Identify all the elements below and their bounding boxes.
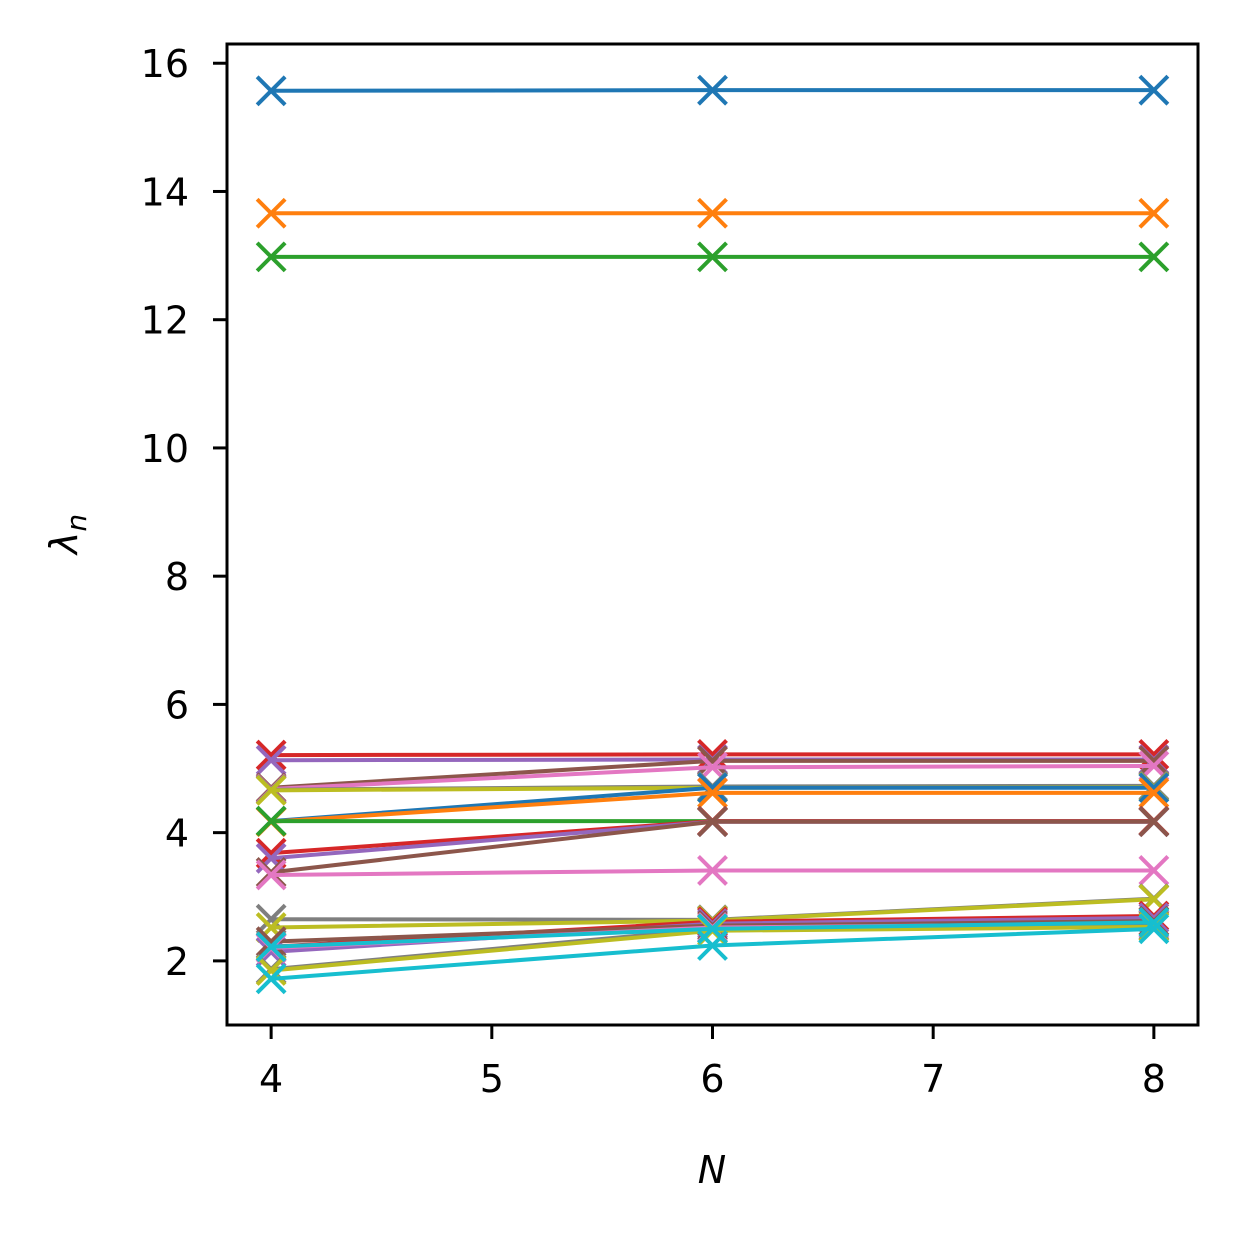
data-point-marker xyxy=(1138,74,1170,106)
data-point-marker xyxy=(1138,855,1170,886)
y-axis-label: λn xyxy=(42,514,93,556)
y-tick-label: 6 xyxy=(165,683,189,727)
data-point-marker xyxy=(1138,777,1170,809)
data-point-marker xyxy=(697,241,728,273)
data-point-marker xyxy=(255,963,287,995)
y-tick-label: 16 xyxy=(141,42,189,86)
data-point-marker xyxy=(697,777,728,809)
data-point-marker xyxy=(1138,739,1170,770)
series-1 xyxy=(255,74,1170,107)
data-point-marker xyxy=(1138,906,1170,938)
y-tick-label: 10 xyxy=(141,427,189,471)
data-point-marker xyxy=(697,74,728,106)
data-point-marker xyxy=(697,197,728,229)
series-line xyxy=(270,819,1154,861)
y-axis: 2 4 6 8 10 12 14 16 xyxy=(141,42,227,984)
data-point-marker xyxy=(697,745,728,777)
y-tick-label: 4 xyxy=(165,812,189,856)
data-point-marker xyxy=(1138,745,1170,777)
data-point-marker xyxy=(255,744,287,776)
y-tick-label: 8 xyxy=(165,555,189,599)
series-14 xyxy=(255,806,1170,874)
data-point-marker xyxy=(255,859,287,891)
y-tick-label: 2 xyxy=(165,940,189,984)
data-point-marker xyxy=(1138,913,1170,945)
series-3 xyxy=(255,241,1170,273)
series-26 xyxy=(255,913,1170,995)
data-point-marker xyxy=(255,739,287,771)
data-point-marker xyxy=(1138,241,1170,273)
x-tick-label: 8 xyxy=(1142,1057,1166,1101)
x-tick-label: 7 xyxy=(921,1057,945,1101)
x-axis-label: N xyxy=(698,1148,726,1192)
series-16 xyxy=(255,855,1170,891)
plot-frame xyxy=(225,42,1200,1027)
series-2 xyxy=(255,197,1170,229)
data-point-marker xyxy=(255,75,287,107)
series-layer xyxy=(255,74,1170,995)
data-point-marker xyxy=(697,930,728,961)
series-line xyxy=(271,790,1154,824)
data-point-marker xyxy=(255,926,287,958)
y-tick-label: 14 xyxy=(141,170,189,214)
y-axis-label-subscript: n xyxy=(60,514,93,532)
data-point-marker xyxy=(1138,197,1170,229)
data-point-marker xyxy=(255,931,287,963)
y-axis-label-main: λ xyxy=(42,532,86,557)
y-tick-label: 12 xyxy=(141,299,189,343)
x-tick-label: 5 xyxy=(480,1057,504,1101)
data-point-marker xyxy=(1138,772,1170,804)
x-tick-label: 6 xyxy=(700,1057,724,1101)
data-point-marker xyxy=(697,739,728,770)
series-4 xyxy=(255,739,1170,771)
data-point-marker xyxy=(697,772,728,804)
x-axis: 4 5 6 7 8 xyxy=(259,1025,1166,1101)
data-point-marker xyxy=(1138,806,1170,838)
data-point-marker xyxy=(697,855,728,886)
x-tick-label: 4 xyxy=(259,1057,283,1101)
data-point-marker xyxy=(255,197,287,229)
data-point-marker xyxy=(255,805,287,837)
data-point-marker xyxy=(697,806,728,838)
data-point-marker xyxy=(255,241,287,273)
data-point-marker xyxy=(255,774,287,806)
